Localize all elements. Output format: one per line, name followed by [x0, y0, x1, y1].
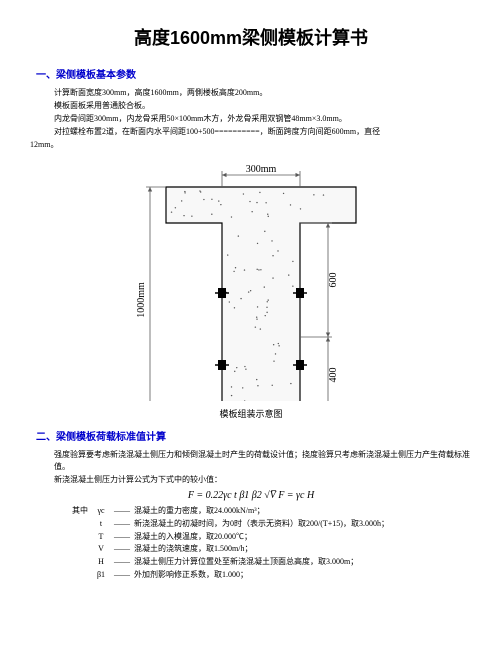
def-row: V —— 混凝土的浇筑速度，取1.500m/h； [36, 543, 472, 556]
def-row: T —— 混凝土的入模温度，取20.000℃； [36, 531, 472, 544]
svg-text:300mm: 300mm [246, 164, 277, 175]
def-row: 其中 γc —— 混凝土的重力密度，取24.000kN/m³； [36, 505, 472, 518]
section-2-heading: 二、梁侧模板荷载标准值计算 [36, 428, 472, 443]
def-sep: —— [110, 556, 134, 569]
s1-p4b: 12mm。 [30, 139, 472, 151]
s1-p1: 计算断面宽度300mm，高度1600mm，两側楼板高度200mm。 [54, 87, 472, 99]
def-sep: —— [110, 531, 134, 544]
diagram-container: 300mm 1000mm 600 400 [30, 161, 472, 403]
def-sep: —— [110, 569, 134, 582]
definition-list: 其中 γc —— 混凝土的重力密度，取24.000kN/m³； t —— 新浇混… [36, 505, 472, 582]
def-sym: t [92, 518, 110, 531]
s2-intro: 强度验算要考虑新浇混凝土侧压力和倾倒混凝土时产生的荷载设计值；挠度验算只考虑新浇… [54, 449, 472, 473]
s1-p2: 模板面板采用普通胶合板。 [54, 100, 472, 112]
svg-text:400: 400 [328, 368, 339, 383]
s2-lead: 新浇混凝土侧压力计算公式为下式中的较小值： [54, 474, 472, 486]
def-pre: 其中 [36, 505, 92, 518]
def-sym: γc [92, 505, 110, 518]
def-desc: 混凝土侧压力计算位置处至新浇混凝土顶面总高度，取3.000m； [134, 556, 472, 569]
page-title: 高度1600mm梁侧模板计算书 [30, 24, 472, 50]
svg-text:600: 600 [328, 273, 339, 288]
def-desc: 外加剂影响修正系数，取1.000； [134, 569, 472, 582]
def-row: β1 —— 外加剂影响修正系数，取1.000； [36, 569, 472, 582]
def-row: H —— 混凝土侧压力计算位置处至新浇混凝土顶面总高度，取3.000m； [36, 556, 472, 569]
diagram-caption: 模板组装示意图 [30, 407, 472, 420]
def-sym: V [92, 543, 110, 556]
def-sym: T [92, 531, 110, 544]
def-sep: —— [110, 518, 134, 531]
def-desc: 新浇混凝土的初凝时间，为0时（表示无资料）取200/(T+15)，取3.000h… [134, 518, 472, 531]
s1-p4a: 对拉螺栓布置2道，在断面内水平间距100+500==========，断面跨度方… [54, 126, 472, 138]
def-sym: β1 [92, 569, 110, 582]
section-1-heading: 一、梁侧模板基本参数 [36, 66, 472, 81]
def-desc: 混凝土的重力密度，取24.000kN/m³； [134, 505, 472, 518]
def-desc: 混凝土的入模温度，取20.000℃； [134, 531, 472, 544]
def-row: t —— 新浇混凝土的初凝时间，为0时（表示无资料）取200/(T+15)，取3… [36, 518, 472, 531]
def-sep: —— [110, 505, 134, 518]
svg-text:1000mm: 1000mm [136, 282, 147, 318]
s1-p3: 内龙骨间距300mm，内龙骨采用50×100mm木方，外龙骨采用双钢管48mm×… [54, 113, 472, 125]
beam-section-diagram: 300mm 1000mm 600 400 [121, 161, 381, 401]
def-sep: —— [110, 543, 134, 556]
def-desc: 混凝土的浇筑速度，取1.500m/h； [134, 543, 472, 556]
def-sym: H [92, 556, 110, 569]
formula: F = 0.22γc t β1 β2 √V̅ F = γc H [30, 490, 472, 501]
